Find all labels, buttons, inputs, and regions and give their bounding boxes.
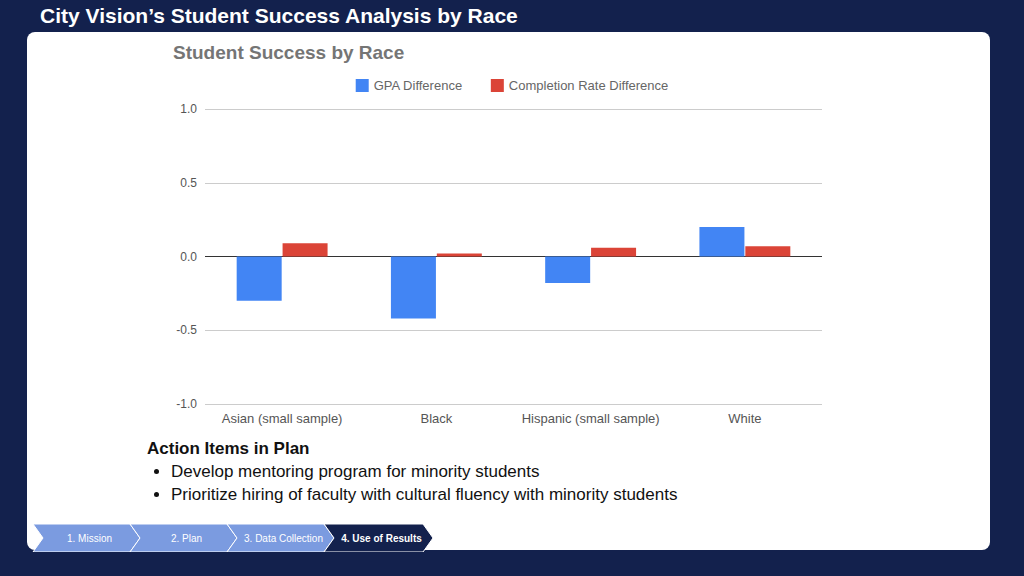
svg-text:White: White: [728, 411, 761, 426]
svg-text:GPA Difference: GPA Difference: [374, 78, 462, 93]
svg-text:-1.0: -1.0: [176, 397, 197, 411]
svg-text:1. Mission: 1. Mission: [67, 533, 112, 544]
svg-text:Asian (small sample): Asian (small sample): [222, 411, 343, 426]
svg-text:Hispanic (small sample): Hispanic (small sample): [522, 411, 660, 426]
svg-text:0.0: 0.0: [180, 250, 197, 264]
svg-text:-0.5: -0.5: [176, 323, 197, 337]
svg-text:0.5: 0.5: [180, 176, 197, 190]
svg-text:3. Data Collection: 3. Data Collection: [244, 533, 323, 544]
svg-text:2. Plan: 2. Plan: [171, 533, 202, 544]
svg-text:1.0: 1.0: [180, 102, 197, 116]
html-text:Action Items in Plan: Action Items in Plan: [147, 439, 310, 458]
html-text:Develop mentoring program for: Develop mentoring program for minority s…: [171, 462, 540, 481]
svg-text:4. Use of Results: 4. Use of Results: [341, 533, 422, 544]
svg-text:Student Success by Race: Student Success by Race: [173, 42, 404, 63]
html-text:City Vision’s Student Success: City Vision’s Student Success Analysis b…: [40, 4, 518, 27]
html-text:Prioritize hiring of faculty w: Prioritize hiring of faculty with cultur…: [171, 485, 678, 504]
svg-text:Black: Black: [420, 411, 452, 426]
svg-text:Completion Rate Difference: Completion Rate Difference: [509, 78, 668, 93]
